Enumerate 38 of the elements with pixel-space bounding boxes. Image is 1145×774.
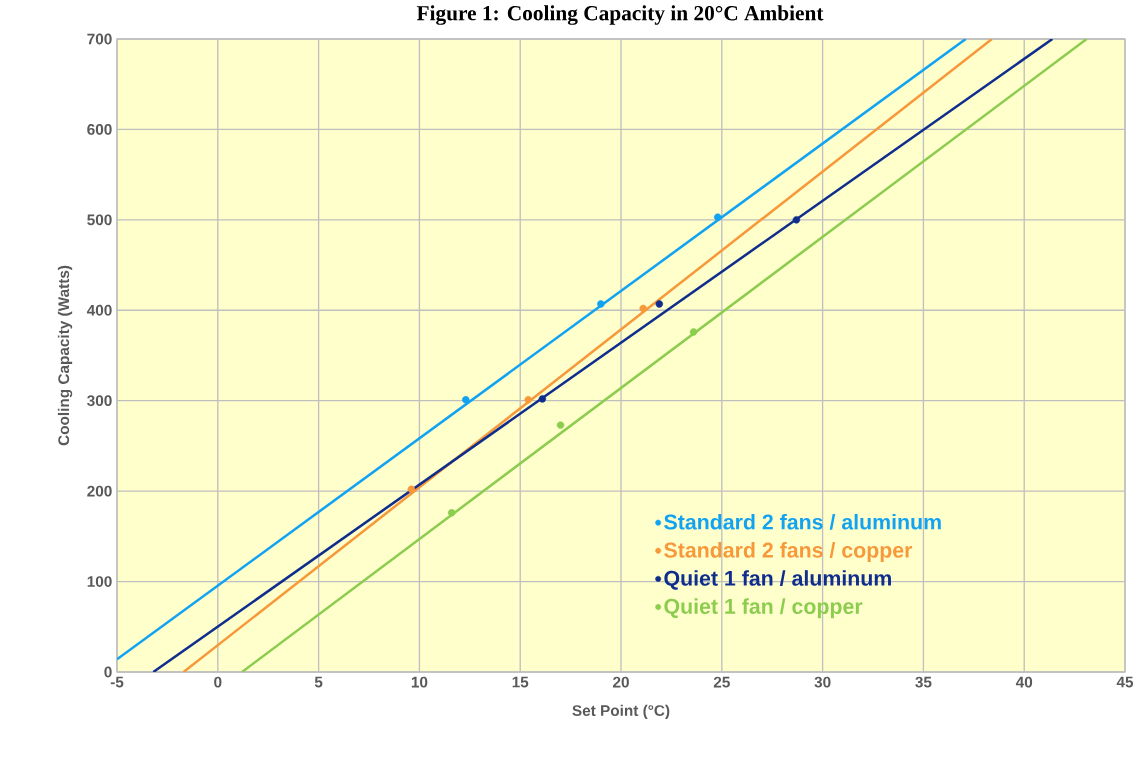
y-tick-label: 500 bbox=[87, 214, 112, 226]
point bbox=[655, 300, 664, 308]
x-tick-label: 40 bbox=[1015, 676, 1033, 688]
point bbox=[597, 300, 605, 308]
x-axis-title: Set Point (°C) bbox=[572, 704, 670, 720]
point bbox=[407, 485, 416, 494]
point bbox=[689, 328, 698, 336]
point bbox=[714, 213, 722, 221]
point bbox=[556, 421, 565, 429]
chart-title: Figure 1: Cooling Capacity in 20°C Ambient bbox=[416, 5, 824, 25]
x-tick-label: 0 bbox=[214, 676, 222, 688]
legend-label: Standard 2 fans / aluminum bbox=[664, 513, 941, 530]
x-tick-label: 20 bbox=[613, 676, 629, 688]
point bbox=[538, 395, 547, 403]
legend-label: Standard 2 fans / copper bbox=[664, 542, 913, 562]
y-tick-label: 600 bbox=[87, 123, 112, 135]
y-tick-label: 200 bbox=[87, 485, 112, 497]
point bbox=[639, 304, 647, 313]
y-tick-label: 100 bbox=[87, 576, 112, 587]
y-axis-title: Cooling Capacity (Watts) bbox=[57, 265, 73, 446]
point bbox=[462, 396, 470, 404]
point bbox=[792, 216, 801, 224]
point bbox=[524, 396, 533, 404]
x-tick-label: 25 bbox=[713, 676, 730, 688]
point bbox=[447, 509, 456, 517]
y-tick-label: 0 bbox=[104, 666, 112, 678]
x-tick-label: 45 bbox=[1116, 676, 1134, 688]
legend-label: Quiet 1 fan / copper bbox=[664, 598, 863, 619]
y-tick-label: 700 bbox=[87, 33, 112, 45]
x-tick-label: -5 bbox=[110, 676, 124, 688]
legend-label: Quiet 1 fan / aluminum bbox=[664, 570, 891, 590]
x-tick-label: 30 bbox=[814, 676, 831, 688]
y-tick-label: 400 bbox=[86, 304, 112, 316]
x-tick-label: 5 bbox=[314, 676, 323, 688]
x-tick-label: 35 bbox=[915, 676, 932, 688]
x-tick-label: 10 bbox=[411, 676, 428, 688]
x-tick-label: 15 bbox=[512, 676, 529, 688]
y-tick-label: 300 bbox=[87, 395, 112, 407]
